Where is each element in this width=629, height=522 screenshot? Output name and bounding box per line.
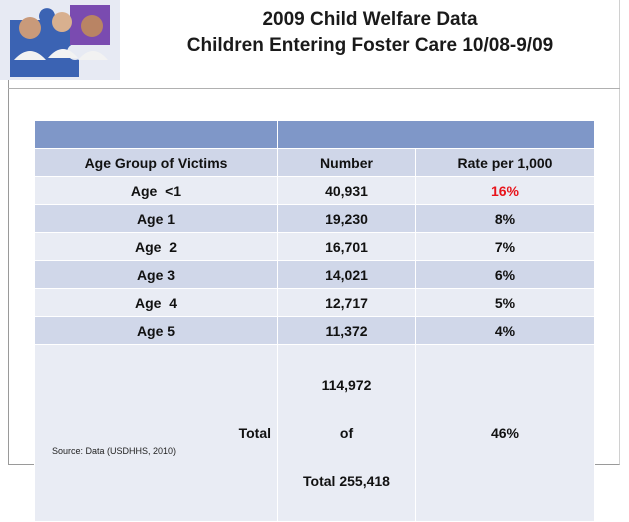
number: 14,021 xyxy=(277,260,416,289)
number: 40,931 xyxy=(277,176,416,205)
age-group: Age 2 xyxy=(34,232,278,261)
total-row: Total 114,972 of Total 255,418 46% xyxy=(34,344,595,522)
header-rule xyxy=(8,88,620,89)
data-table: Age Group of Victims Number Rate per 1,0… xyxy=(34,120,595,522)
total-line: 114,972 xyxy=(321,377,372,393)
table-row: Age 5 11,372 4% xyxy=(34,316,595,345)
table-row: Age 4 12,717 5% xyxy=(34,288,595,317)
age-group: Age 5 xyxy=(34,316,278,345)
age-group: Age 1 xyxy=(34,204,278,233)
source-note: Source: Data (USDHHS, 2010) xyxy=(52,446,177,456)
total-line: of xyxy=(339,425,354,441)
rate: 16% xyxy=(415,176,595,205)
number: 16,701 xyxy=(277,232,416,261)
rate: 5% xyxy=(415,288,595,317)
title-line: Children Entering Foster Care 10/08-9/09 xyxy=(186,35,554,56)
age-group: Age 3 xyxy=(34,260,278,289)
rate: 4% xyxy=(415,316,595,345)
header-row: Age Group of Victims Number Rate per 1,0… xyxy=(34,148,595,177)
total-label: Total xyxy=(34,344,278,522)
column-header: Rate per 1,000 xyxy=(415,148,595,177)
table-row: Age <1 40,931 16% xyxy=(34,176,595,205)
total-rate: 46% xyxy=(415,344,595,522)
total-number: 114,972 of Total 255,418 xyxy=(277,344,416,522)
table-band xyxy=(34,120,595,149)
table-row: Age 3 14,021 6% xyxy=(34,260,595,289)
rate: 8% xyxy=(415,204,595,233)
table-row: Age 2 16,701 7% xyxy=(34,232,595,261)
header-image xyxy=(0,0,120,80)
column-header: Number xyxy=(277,148,416,177)
number: 11,372 xyxy=(277,316,416,345)
number: 12,717 xyxy=(277,288,416,317)
title-line: 2009 Child Welfare Data xyxy=(262,9,478,30)
table-row: Age 1 19,230 8% xyxy=(34,204,595,233)
rate: 7% xyxy=(415,232,595,261)
number: 19,230 xyxy=(277,204,416,233)
age-group: Age 4 xyxy=(34,288,278,317)
total-line: Total 255,418 xyxy=(303,473,390,489)
column-header: Age Group of Victims xyxy=(34,148,278,177)
rate: 6% xyxy=(415,260,595,289)
age-group: Age <1 xyxy=(34,176,278,205)
